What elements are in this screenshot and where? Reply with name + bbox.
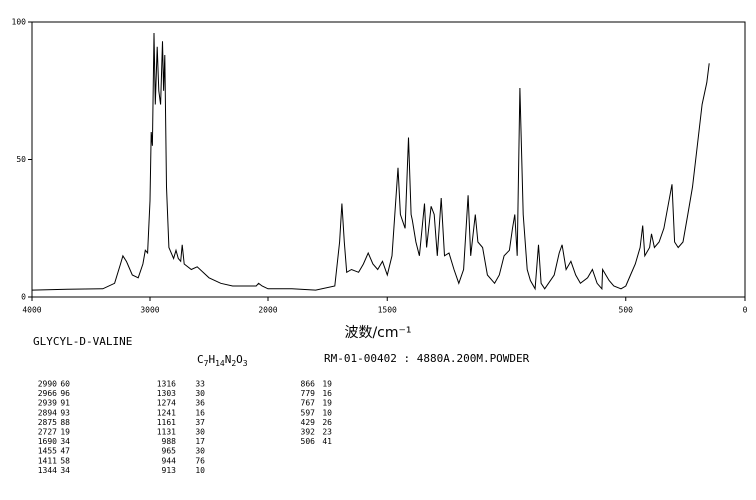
spectrum-line (31, 32, 710, 291)
peak-wavenumber: 2727 (38, 428, 57, 437)
peak-intensity: 34 (60, 466, 70, 475)
peak-wavenumber: 866 (301, 380, 316, 389)
peak-wavenumber: 1455 (38, 447, 57, 456)
peak-intensity: 30 (195, 389, 205, 398)
peak-wavenumber: 597 (301, 408, 316, 417)
peak-wavenumber: 779 (301, 389, 316, 398)
peak-wavenumber: 2894 (38, 408, 57, 417)
peak-wavenumber: 767 (301, 399, 316, 408)
peak-wavenumber: 1690 (38, 437, 57, 446)
peak-intensity: 10 (322, 408, 332, 417)
peak-intensity: 26 (322, 418, 332, 427)
peak-intensity: 34 (60, 437, 70, 446)
peak-wavenumber: 2990 (38, 380, 57, 389)
peak-wavenumber: 1161 (157, 418, 176, 427)
peak-intensity: 37 (195, 418, 205, 427)
compound-name: GLYCYL-D-VALINE (33, 335, 132, 348)
x-tick-label: 3000 (140, 306, 159, 315)
peak-wavenumber: 1344 (38, 466, 57, 475)
peak-wavenumber: 1241 (157, 408, 176, 417)
peak-wavenumber: 392 (301, 428, 316, 437)
peak-wavenumber: 2875 (38, 418, 57, 427)
x-axis-label: 波数/cm⁻¹ (344, 325, 411, 341)
peak-wavenumber: 965 (162, 447, 177, 456)
y-tick-label: 50 (16, 155, 26, 164)
peak-wavenumber: 1316 (157, 380, 176, 389)
peak-intensity: 76 (195, 456, 205, 465)
peak-wavenumber: 1131 (157, 428, 176, 437)
subtitle: RM-01-00402 : 4880A.200M.POWDER (324, 352, 530, 365)
peak-intensity: 93 (60, 408, 70, 417)
y-tick-label: 100 (12, 18, 27, 27)
formula: C7H14N2O3 (197, 353, 248, 368)
peak-intensity: 33 (195, 380, 205, 389)
peak-intensity: 19 (322, 380, 332, 389)
peak-intensity: 91 (60, 399, 70, 408)
peak-intensity: 36 (195, 399, 205, 408)
x-tick-label: 1500 (378, 306, 397, 315)
peak-intensity: 30 (195, 447, 205, 456)
x-tick-label: 4000 (22, 306, 41, 315)
peak-intensity: 16 (322, 389, 332, 398)
peak-intensity: 19 (322, 399, 332, 408)
peak-intensity: 17 (195, 437, 205, 446)
x-tick-label: 0 (743, 306, 748, 315)
peak-intensity: 19 (60, 428, 70, 437)
peak-intensity: 60 (60, 380, 70, 389)
peak-wavenumber: 506 (301, 437, 316, 446)
peak-intensity: 23 (322, 428, 332, 437)
peak-intensity: 10 (195, 466, 205, 475)
peak-wavenumber: 913 (162, 466, 177, 475)
peak-intensity: 88 (60, 418, 70, 427)
peak-intensity: 30 (195, 428, 205, 437)
x-tick-label: 500 (619, 306, 634, 315)
x-tick-label: 2000 (258, 306, 277, 315)
peak-wavenumber: 2939 (38, 399, 57, 408)
peak-wavenumber: 2966 (38, 389, 57, 398)
peak-wavenumber: 1274 (157, 399, 176, 408)
peak-wavenumber: 1303 (157, 389, 176, 398)
peak-intensity: 96 (60, 389, 70, 398)
y-tick-label: 0 (21, 293, 26, 302)
peak-intensity: 16 (195, 408, 205, 417)
peak-intensity: 58 (60, 456, 70, 465)
peak-wavenumber: 988 (162, 437, 177, 446)
peak-intensity: 47 (60, 447, 70, 456)
peak-intensity: 41 (322, 437, 332, 446)
peak-wavenumber: 429 (301, 418, 316, 427)
peak-wavenumber: 944 (162, 456, 177, 465)
peak-wavenumber: 1411 (38, 456, 57, 465)
